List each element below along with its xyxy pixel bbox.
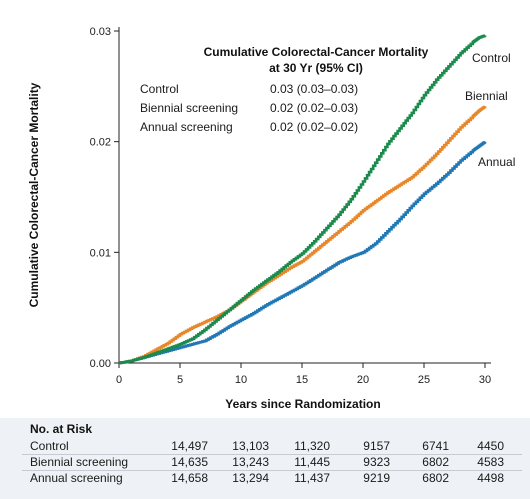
risk-row-divider <box>22 454 522 455</box>
risk-row-label: Annual screening <box>30 471 123 485</box>
legend-title-line1: Cumulative Colorectal-Cancer Mortality <box>204 45 429 59</box>
risk-cell: 6802 <box>422 455 449 469</box>
legend-entry-value: 0.02 (0.02–0.02) <box>270 120 358 134</box>
risk-cell: 13,103 <box>232 439 269 453</box>
y-axis-title: Cumulative Colorectal-Cancer Mortality <box>27 82 41 307</box>
x-axis-title: Years since Randomization <box>225 397 380 411</box>
x-tick-label: 10 <box>235 374 247 386</box>
risk-cell: 14,635 <box>171 455 208 469</box>
risk-cell: 13,243 <box>232 455 269 469</box>
y-axis-ticks: 0.00 0.01 0.02 0.03 <box>90 26 119 370</box>
risk-table-row: Biennial screening 14,635 13,243 11,445 9323… <box>0 455 530 471</box>
x-tick-label: 5 <box>177 374 183 386</box>
risk-cell: 9157 <box>363 439 390 453</box>
y-tick-label: 0.03 <box>90 26 111 38</box>
risk-cell: 13,294 <box>232 471 269 485</box>
legend-entries: Control 0.03 (0.03–0.03) Biennial screenin… <box>140 82 358 134</box>
legend-entry-value: 0.03 (0.03–0.03) <box>270 82 358 96</box>
legend-entry-label: Control <box>140 82 179 96</box>
series-end-label-annual: Annual <box>478 155 515 169</box>
risk-row-divider <box>22 470 522 471</box>
y-tick-label: 0.00 <box>90 358 111 370</box>
series-line-biennial <box>119 105 487 365</box>
risk-table-title: No. at Risk <box>30 422 93 436</box>
risk-cell: 6802 <box>422 471 449 485</box>
series-layer <box>119 34 487 365</box>
x-tick-label: 20 <box>357 374 369 386</box>
risk-table-row: Annual screening 14,658 13,294 11,437 9219 68… <box>0 471 530 487</box>
risk-row-label: Biennial screening <box>30 455 129 469</box>
risk-cell: 4583 <box>477 455 504 469</box>
risk-cell: 11,437 <box>294 471 330 485</box>
x-tick-label: 30 <box>479 374 491 386</box>
risk-row-label: Control <box>30 439 69 453</box>
risk-cell: 6741 <box>422 439 449 453</box>
series-end-label-control: Control <box>472 51 511 65</box>
legend-entry-value: 0.02 (0.02–0.03) <box>270 101 358 115</box>
legend-entry-label: Biennial screening <box>140 101 238 115</box>
risk-cell: 9323 <box>363 455 390 469</box>
risk-cell: 4498 <box>477 471 504 485</box>
plot-frame <box>118 27 491 364</box>
risk-cell: 14,658 <box>171 471 208 485</box>
risk-cell: 9219 <box>363 471 390 485</box>
risk-cell: 14,497 <box>171 439 208 453</box>
y-tick-label: 0.02 <box>90 137 111 149</box>
x-axis-ticks: 0 5 10 15 20 25 30 <box>116 363 491 386</box>
series-line-control <box>119 34 487 365</box>
x-tick-label: 15 <box>296 374 308 386</box>
series-labels: Biennial Annual Control <box>465 51 515 169</box>
risk-table: No. at Risk Control 14,497 13,103 11,320 915… <box>0 418 530 499</box>
y-tick-label: 0.01 <box>90 247 111 259</box>
legend-entry-label: Annual screening <box>140 120 233 134</box>
x-tick-label: 25 <box>418 374 430 386</box>
series-end-label-biennial: Biennial <box>465 89 508 103</box>
risk-cell: 11,320 <box>294 439 330 453</box>
legend-box: Cumulative Colorectal-Cancer Mortality a… <box>140 45 429 134</box>
chart-figure: 0 5 10 15 20 25 30 0.00 0.01 0.02 0.03 Biennial An… <box>27 26 515 411</box>
chart-plot: 0 5 10 15 20 25 30 0.00 0.01 0.02 0.03 Biennial An… <box>27 26 515 411</box>
risk-cell: 4450 <box>477 439 504 453</box>
series-line-annual <box>119 141 487 365</box>
risk-cell: 11,445 <box>294 455 330 469</box>
legend-title-line2: at 30 Yr (95% CI) <box>269 61 363 75</box>
risk-table-row: Control 14,497 13,103 11,320 9157 6741 4450 <box>0 439 530 455</box>
x-tick-label: 0 <box>116 374 122 386</box>
